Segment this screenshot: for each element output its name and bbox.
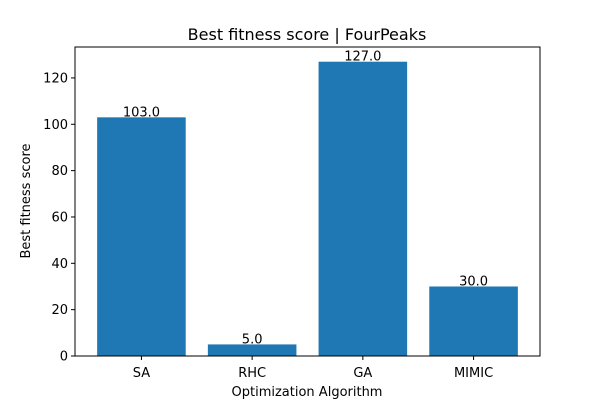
y-tick-label: 0 [60, 350, 68, 365]
bar-sa [97, 117, 186, 356]
data-label: 30.0 [459, 274, 488, 289]
bar-rhc [207, 344, 297, 356]
bar-mimic [429, 286, 518, 356]
chart-title: Best fitness score | FourPeaks [188, 25, 427, 44]
x-tick-label: SA [133, 366, 150, 381]
y-tick-label: 60 [51, 210, 68, 225]
x-tick-label: GA [353, 366, 372, 381]
y-tick-label: 20 [51, 303, 68, 318]
data-label: 103.0 [123, 105, 160, 120]
y-tick-label: 40 [51, 257, 68, 272]
data-label: 5.0 [242, 332, 263, 347]
y-tick-label: 120 [43, 71, 68, 86]
data-label: 127.0 [344, 50, 381, 65]
x-tick-label: RHC [238, 366, 266, 381]
plot-area: 0 20 40 60 80 100 120 103.0 SA 5.0 RHC 127.0 GA 30.0 M… [43, 50, 518, 381]
axes-frame [74, 46, 541, 357]
x-tick-label: MIMIC [454, 366, 493, 381]
y-tick-label: 80 [51, 164, 68, 179]
x-axis-label: Optimization Algorithm [232, 385, 383, 400]
y-tick-label: 100 [43, 118, 68, 133]
y-axis-label: Best fitness score [19, 143, 34, 258]
bar-ga [318, 61, 408, 356]
